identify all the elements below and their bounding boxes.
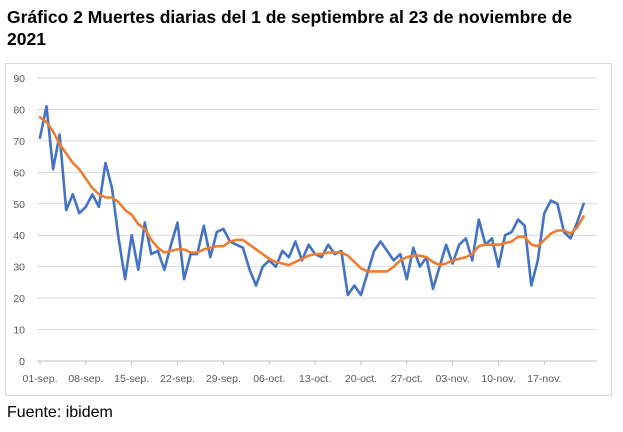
x-tick-label: 13-oct.: [299, 373, 331, 385]
y-tick-label: 90: [13, 73, 25, 85]
y-tick-label: 80: [13, 104, 25, 116]
x-tick-label: 22-sep.: [160, 373, 195, 385]
series-line-average: [38, 116, 585, 273]
chart-area: [5, 63, 612, 396]
x-tick-label: 06-oct.: [253, 373, 285, 385]
chart-title: Gráfico 2 Muertes diarias del 1 de septi…: [7, 7, 573, 49]
x-tick-label: 29-sep.: [206, 373, 241, 385]
y-tick-label: 30: [13, 262, 25, 274]
y-tick-label: 70: [13, 136, 25, 148]
x-tick-label: 15-sep.: [114, 373, 149, 385]
x-tick-label: 08-sep.: [68, 373, 103, 385]
x-tick-label: 20-oct.: [345, 373, 377, 385]
y-tick-label: 40: [13, 230, 25, 242]
source-note: Fuente: ibidem: [7, 404, 113, 421]
y-tick-label: 0: [19, 356, 25, 368]
x-tick-label: 17-nov.: [527, 373, 561, 385]
y-tick-label: 20: [13, 293, 25, 305]
line-chart: 0 10 20 30 40 50 60 70 80 90 01-sep. 08-sep. 15-sep.…: [13, 73, 597, 385]
x-tick-label: 10-nov.: [481, 373, 515, 385]
series-line-daily: [38, 105, 585, 297]
x-tick-label: 03-nov.: [436, 373, 470, 385]
y-tick-label: 50: [13, 199, 25, 211]
x-tick-label: 01-sep.: [22, 373, 57, 385]
x-tick-label: 27-oct.: [391, 373, 423, 385]
y-tick-label: 60: [13, 167, 25, 179]
y-tick-label: 10: [13, 325, 25, 337]
